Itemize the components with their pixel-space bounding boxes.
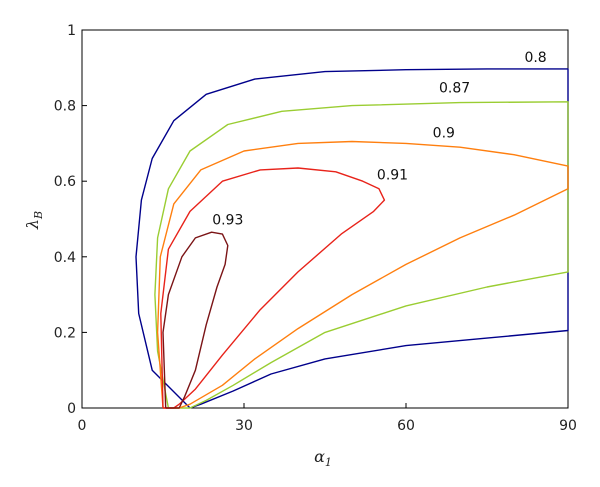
x-tick-label: 0 [78, 418, 87, 434]
contour-lines [135, 68, 569, 409]
x-tick-label: 60 [397, 418, 415, 434]
plot-frame [81, 29, 569, 409]
x-axis-label-main: α [314, 447, 325, 466]
contour-label-0-93: 0.93 [212, 213, 243, 229]
contour-line-0-93 [162, 231, 229, 409]
y-tick-label: 0.4 [54, 250, 76, 266]
contour-label-0-91: 0.91 [377, 167, 408, 183]
contour-line-0-91 [160, 167, 386, 409]
contour-line-0-87 [154, 101, 569, 409]
contour-label-0-87: 0.87 [439, 80, 470, 96]
y-tick-label: 0 [67, 401, 76, 417]
y-axis-ticks: 0 0.2 0.4 0.6 0.8 1 [54, 23, 87, 417]
contour-labels: 0.8 0.87 0.9 0.91 0.93 [212, 50, 547, 229]
y-tick-label: 1 [67, 23, 76, 39]
contour-label-0-8: 0.8 [524, 50, 546, 66]
contour-label-0-9: 0.9 [433, 126, 455, 142]
y-tick-label: 0.8 [54, 99, 76, 115]
x-tick-label: 30 [235, 418, 253, 434]
x-tick-label: 90 [559, 418, 577, 434]
contour-line-0-8 [135, 68, 569, 409]
x-axis-ticks: 0 30 60 90 [78, 403, 577, 434]
y-axis-label-sub: B [32, 211, 45, 220]
y-axis-label-main: λ [23, 219, 42, 230]
contour-line-0-9 [156, 140, 569, 409]
y-tick-label: 0.6 [54, 174, 76, 190]
y-axis-label: λB [23, 211, 45, 230]
y-tick-label: 0.2 [54, 325, 76, 341]
x-axis-label-sub: 1 [325, 456, 332, 469]
x-axis-label: α1 [314, 447, 332, 469]
